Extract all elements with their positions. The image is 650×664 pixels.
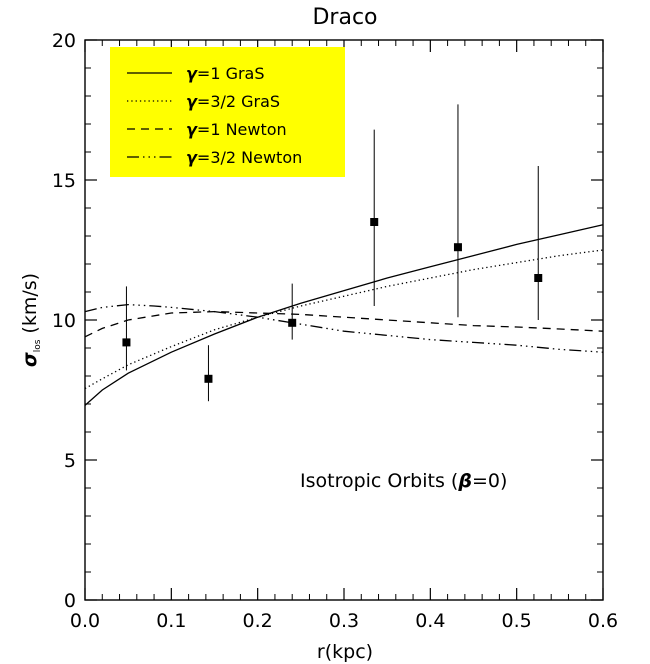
- legend-label-2: γ=3/2 GraS: [186, 92, 280, 111]
- legend-label-text: =3/2 GraS: [197, 92, 280, 111]
- x-tick-label: 0.4: [415, 610, 445, 632]
- legend-box: [110, 47, 345, 177]
- data-point: [370, 218, 379, 226]
- x-tick-label: 0.3: [329, 610, 359, 632]
- x-axis-label: r(kpc): [317, 641, 373, 663]
- series-line-1-1-gras: [84, 224, 604, 406]
- y-axis-label: σlos (km/s): [19, 273, 43, 367]
- legend-label-symbol: γ: [186, 64, 198, 83]
- series-line-3-1-newton: [84, 310, 604, 338]
- legend-label-symbol: γ: [186, 92, 198, 111]
- plot-frame: [84, 39, 604, 601]
- data-point: [288, 318, 297, 327]
- x-tick-label: 0.2: [243, 610, 273, 632]
- x-tick-label: 0.1: [156, 610, 186, 632]
- y-tick-label: 15: [52, 170, 76, 192]
- x-tick-label: 0.0: [70, 610, 100, 632]
- chart-title: Draco: [312, 5, 377, 30]
- legend-label-4: γ=3/2 Newton: [186, 148, 302, 167]
- x-tick-label: 0.6: [588, 610, 618, 632]
- x-tick-label: 0.5: [502, 610, 532, 632]
- data-point: [204, 374, 213, 383]
- legend-label-text: =3/2 Newton: [197, 148, 302, 167]
- y-tick-label: 5: [64, 450, 76, 472]
- y-tick-label: 10: [52, 310, 76, 332]
- data-point: [122, 338, 131, 347]
- legend-label-symbol: γ: [186, 148, 198, 167]
- series-line-4-3-2-newton: [84, 303, 604, 353]
- annotation-symbol: β: [457, 470, 472, 492]
- svg-text:σlos(km/s): σlos (km/s): [19, 273, 43, 367]
- y-axis-label-subscript: los: [33, 339, 43, 352]
- y-axis-label-unit: (km/s): [19, 273, 41, 334]
- data-point: [534, 274, 543, 282]
- legend-label-text: =1 Newton: [197, 120, 287, 139]
- legend-label-text: =1 GraS: [197, 64, 265, 83]
- y-axis-label-symbol: σ: [19, 352, 41, 367]
- y-tick-label: 20: [52, 30, 76, 52]
- legend-label-3: γ=1 Newton: [186, 120, 287, 139]
- legend-label-symbol: γ: [186, 120, 198, 139]
- annotation-text: Isotropic Orbits (: [300, 470, 458, 492]
- annotation: Isotropic Orbits (β=0): [300, 470, 507, 492]
- annotation-tail: =0): [472, 470, 507, 492]
- series-line-2-3-2-gras: [84, 249, 604, 390]
- data-point: [453, 243, 462, 252]
- y-tick-label: 0: [64, 590, 76, 612]
- legend-label-1: γ=1 GraS: [186, 64, 265, 83]
